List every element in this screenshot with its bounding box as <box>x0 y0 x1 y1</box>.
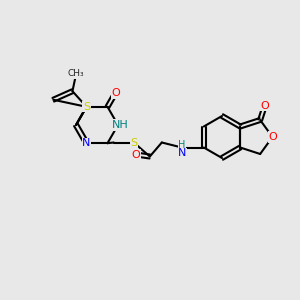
Text: N: N <box>82 138 91 148</box>
Text: O: O <box>268 132 277 142</box>
Text: S: S <box>83 102 90 112</box>
Text: CH₃: CH₃ <box>68 69 85 78</box>
Text: H: H <box>178 140 185 151</box>
Text: O: O <box>260 101 269 111</box>
Text: NH: NH <box>112 120 128 130</box>
Text: O: O <box>131 149 140 160</box>
Text: S: S <box>130 137 137 148</box>
Text: N: N <box>178 148 186 158</box>
Text: O: O <box>111 88 120 98</box>
